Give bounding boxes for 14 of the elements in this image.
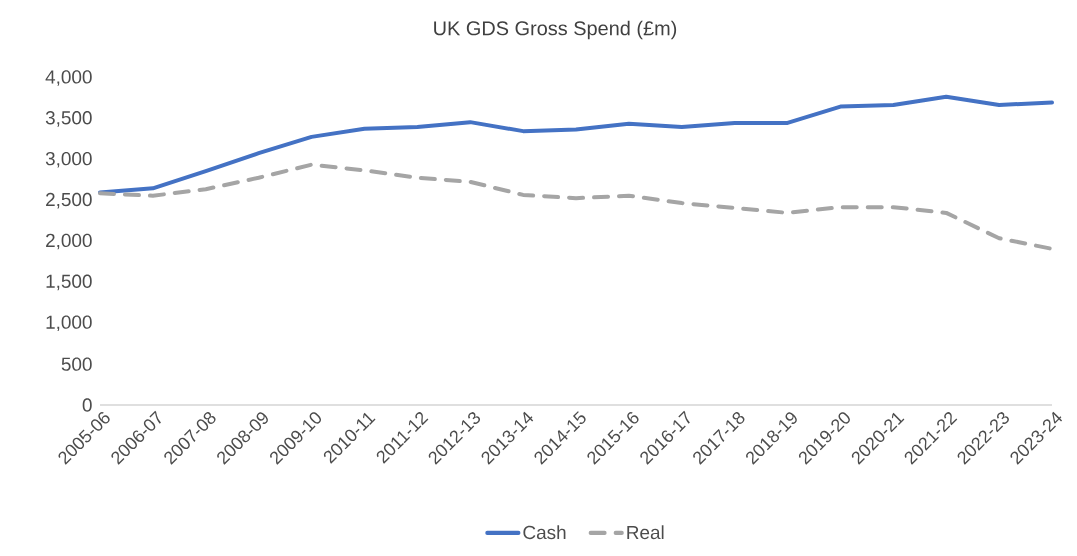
line-series <box>98 162 1055 251</box>
chart-title: UK GDS Gross Spend (£m) <box>434 20 677 40</box>
legend-label: Real <box>627 525 664 540</box>
y-tick-label: 2,500 <box>46 192 92 209</box>
y-tick-label: 4,000 <box>45 70 92 86</box>
y-tick-label: 1,000 <box>46 315 92 332</box>
y-tick-label: 1,500 <box>46 274 92 291</box>
y-tick-label: 0 <box>82 398 92 412</box>
y-tick-label: 500 <box>61 357 92 371</box>
legend-label: Cash <box>523 525 566 540</box>
y-tick-label: 3,000 <box>45 151 92 168</box>
y-tick-label: 2,000 <box>46 233 92 250</box>
line-series <box>98 94 1055 195</box>
y-tick-label: 3,500 <box>45 111 92 127</box>
